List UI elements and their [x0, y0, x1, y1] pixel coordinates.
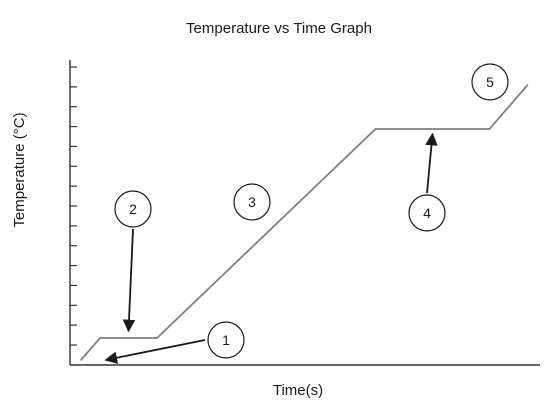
annotation-markers: 1 2 3 4 5	[104, 63, 509, 364]
marker-2-arrow	[122, 228, 136, 333]
data-point-2	[99, 337, 101, 339]
marker-1-circle	[207, 321, 245, 359]
y-ticks	[70, 66, 77, 346]
marker-5-label: 5	[486, 74, 494, 90]
marker-1-label: 1	[222, 332, 230, 348]
data-point-3	[156, 337, 158, 339]
chart-title: Temperature vs Time Graph	[186, 20, 372, 37]
data-point-4	[374, 128, 377, 130]
marker-3-circle	[233, 183, 271, 221]
marker-4-arrow	[425, 132, 438, 194]
y-axis-label: Temperature (°C)	[11, 112, 28, 227]
x-axis-label: Time(s)	[273, 382, 323, 399]
marker-2-label: 2	[129, 201, 137, 217]
marker-5-circle	[471, 63, 509, 101]
marker-4-label: 4	[423, 205, 431, 221]
axes	[69, 60, 540, 366]
data-points	[80, 84, 529, 361]
data-point-6	[526, 84, 529, 86]
data-point-5	[488, 128, 491, 130]
temperature-series-line	[80, 84, 529, 361]
marker-3-label: 3	[248, 194, 256, 210]
marker-1-arrow	[104, 339, 206, 364]
data-point-1	[80, 359, 82, 361]
marker-2-circle	[114, 190, 152, 228]
marker-4-circle	[408, 194, 446, 232]
